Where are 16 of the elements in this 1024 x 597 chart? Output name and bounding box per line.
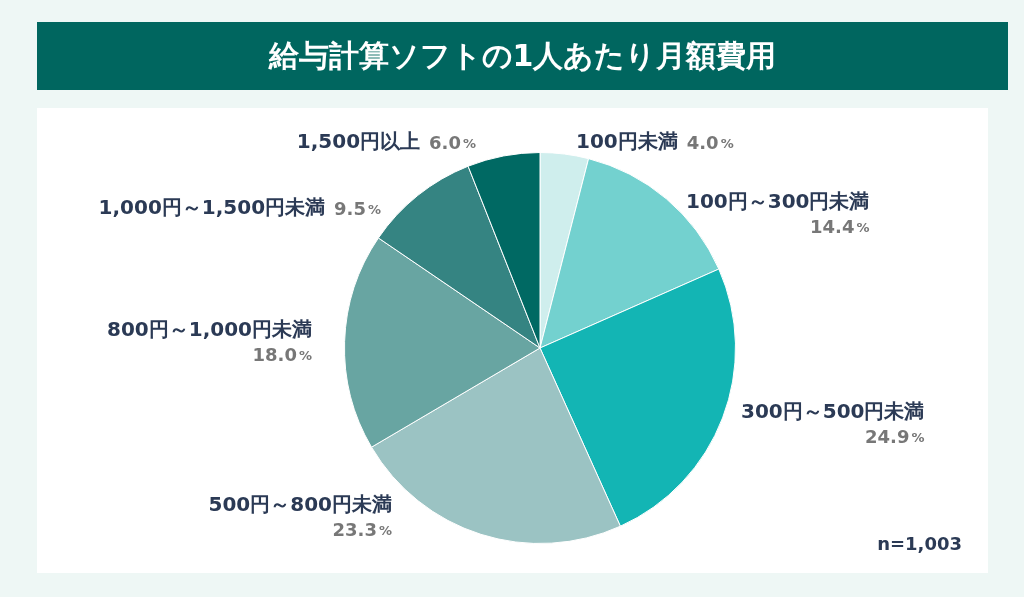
slice-label: 500円～800円未満: [208, 492, 392, 517]
data-label: 18.0%: [252, 343, 313, 365]
data-label: 6.0%: [429, 131, 477, 153]
data-label: 9.5%: [334, 197, 382, 219]
slice-label: 100円～300円未満: [686, 189, 870, 214]
slice-label: 1,500円以上: [296, 129, 421, 154]
data-label: 4.0%: [686, 131, 734, 153]
text: n=1,003: [877, 532, 962, 556]
data-label: 14.4%: [810, 215, 870, 237]
data-label: 24.9%: [865, 425, 925, 447]
slice-label: 300円～500円未満: [741, 399, 925, 424]
slice-label: 1,000円～1,500円未満: [98, 195, 326, 220]
chart-title: 給与計算ソフトの1人あたり月額費用: [37, 22, 1008, 90]
slice-label: 800円～1,000円未満: [106, 317, 313, 342]
slice-label: 100円未満: [576, 129, 678, 154]
data-label: 23.3%: [332, 518, 393, 540]
